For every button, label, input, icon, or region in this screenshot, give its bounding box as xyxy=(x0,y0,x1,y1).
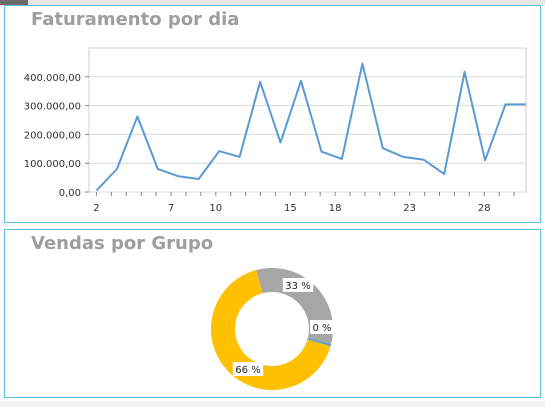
donut-data-label: 66 % xyxy=(232,362,264,376)
x-tick-label: 15 xyxy=(284,203,297,214)
x-tick-label: 18 xyxy=(329,203,342,214)
x-tick-label: 10 xyxy=(209,203,222,214)
donut-label-text: 33 % xyxy=(285,281,310,292)
x-tick-label: 28 xyxy=(478,203,491,214)
x-tick-label: 2 xyxy=(93,203,99,214)
revenue-line-chart: 0,00 100.000,00 200.000,00 300.000,00 400.00… xyxy=(24,47,527,214)
groups-panel-title: Vendas por Grupo xyxy=(31,233,214,254)
y-tick-label: 300.000,00 xyxy=(24,102,81,113)
donut-data-label: 33 % xyxy=(282,278,314,292)
top-bar-accent xyxy=(0,0,28,5)
donut-data-label: 0 % xyxy=(310,320,334,334)
x-tick-label: 23 xyxy=(403,203,416,214)
revenue-series-line xyxy=(95,62,526,192)
donut-label-bg xyxy=(310,320,334,334)
plot-area-frame xyxy=(88,47,527,193)
y-tick-label: 400.000,00 xyxy=(24,73,81,84)
revenue-panel: Faturamento por dia 0,00 100.000,00 200.00… xyxy=(4,5,541,223)
revenue-panel-title: Faturamento por dia xyxy=(31,9,240,30)
y-tick-label: 200.000,00 xyxy=(24,130,81,141)
donut-slice xyxy=(307,338,332,347)
bottom-bar xyxy=(0,401,545,407)
x-tick-label: 7 xyxy=(168,203,174,214)
groups-donut-chart: 33 % 0 % 66 % xyxy=(211,268,334,390)
donut-label-text: 0 % xyxy=(312,323,331,334)
donut-label-bg xyxy=(282,278,314,292)
groups-panel: Vendas por Grupo 33 % 0 % 66 % xyxy=(4,229,541,398)
donut-label-text: 66 % xyxy=(235,365,260,376)
donut-label-bg xyxy=(232,362,264,376)
top-bar xyxy=(0,0,545,5)
y-tick-label: 100.000,00 xyxy=(24,159,81,170)
donut-slice xyxy=(211,270,331,390)
y-tick-label: 0,00 xyxy=(59,188,81,199)
